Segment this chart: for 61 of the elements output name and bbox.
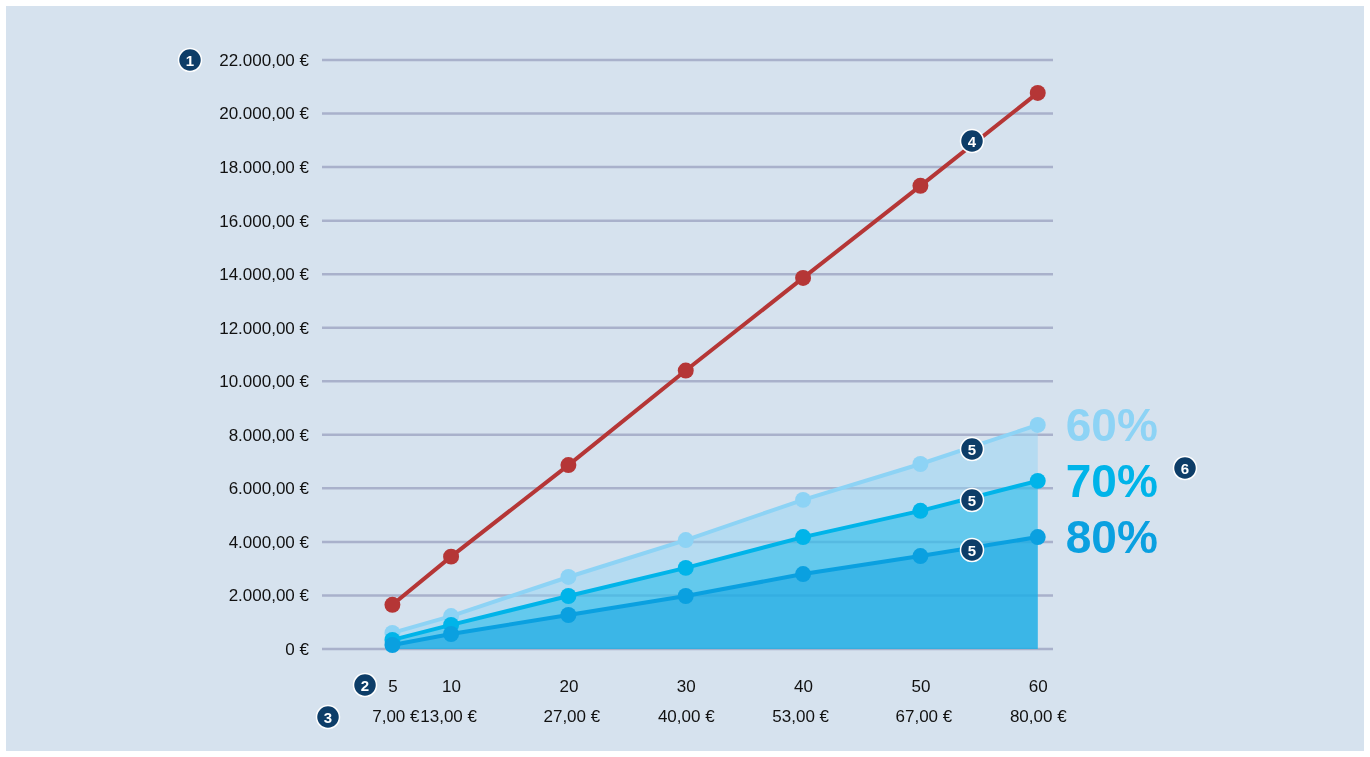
point (912, 177, 929, 194)
y-tick-label: 14.000,00 € (219, 265, 310, 285)
point (795, 566, 812, 582)
x-tick-label: 50 (911, 677, 931, 696)
x-tick-label: 10 (442, 677, 462, 696)
point (560, 607, 577, 623)
y-tick-label: 4.000,00 € (228, 532, 310, 552)
x2-tick-label: 80,00 € (1009, 707, 1068, 727)
x2-tick-label: 13,00 € (420, 707, 478, 727)
annotation: 4 (967, 132, 977, 150)
x2-tick-label: 7,00 € (372, 707, 421, 727)
x-tick-label: 20 (559, 677, 579, 696)
x2-tick-label: 67,00 € (895, 707, 953, 727)
point (677, 588, 694, 604)
point (1029, 416, 1046, 433)
point (677, 559, 694, 576)
x-tick-label: 40 (794, 677, 814, 696)
point (1029, 529, 1046, 546)
point (443, 626, 460, 642)
y-tick-label: 8.000,00 € (228, 425, 310, 445)
annotation: 5 (967, 440, 977, 458)
text: 6 (1180, 459, 1190, 477)
point (1029, 472, 1046, 489)
x2-tick-label: 27,00 € (543, 707, 601, 727)
y-tick-label: 0 € (285, 639, 310, 659)
y-tick-label: 10.000,00 € (219, 372, 310, 392)
y-tick-label: 2.000,00 € (228, 586, 310, 606)
point (560, 588, 577, 604)
x-tick-label: 60 (1028, 677, 1048, 696)
point (677, 532, 694, 548)
series-label: 80% (1065, 511, 1158, 564)
point (795, 529, 812, 546)
x2-tick-label: 40,00 € (657, 707, 716, 727)
series-label: 60% (1065, 398, 1158, 451)
point (443, 548, 460, 565)
y-tick-label: 20.000,00 € (219, 104, 310, 124)
point (912, 502, 929, 519)
point (560, 457, 577, 474)
y-tick-label: 6.000,00 € (228, 479, 310, 499)
y-tick-label: 12.000,00 € (219, 318, 310, 338)
x2-tick-label: 53,00 € (772, 707, 830, 727)
point (384, 637, 401, 653)
point (912, 548, 929, 565)
y-tick-label: 22.000,00 € (219, 50, 310, 70)
point (560, 569, 577, 585)
series-label: 70% (1065, 454, 1158, 507)
y-tick-label: 16.000,00 € (219, 211, 310, 231)
annotation: 5 (967, 541, 977, 559)
text: 3 (323, 708, 333, 726)
point (677, 362, 694, 379)
y-tick-label: 18.000,00 € (219, 158, 310, 178)
annotation: 5 (967, 491, 977, 509)
point (795, 491, 812, 508)
point (795, 269, 812, 286)
point (384, 596, 401, 613)
point (1029, 84, 1046, 101)
text: 1 (185, 51, 195, 69)
x-tick-label: 30 (676, 677, 696, 696)
point (912, 456, 929, 472)
text: 2 (360, 676, 370, 694)
x-tick-label: 5 (388, 677, 398, 696)
